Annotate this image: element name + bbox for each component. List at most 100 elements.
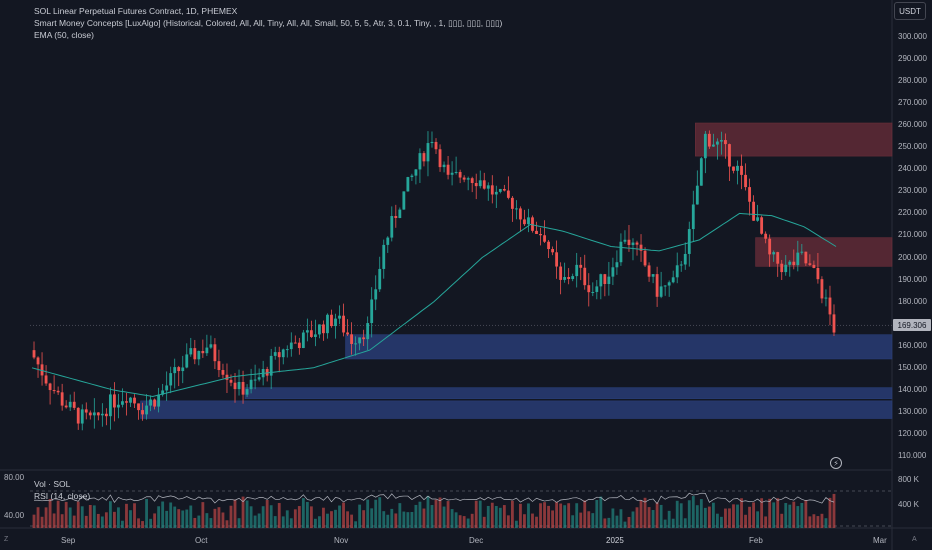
indicator-legend-rsi[interactable]: RSI (14, close) [34, 491, 91, 501]
volume-bar [137, 518, 140, 528]
candle-body [683, 253, 687, 265]
candle-body [269, 355, 273, 376]
volume-bar [430, 505, 434, 528]
candle-body [651, 274, 655, 277]
volume-axis-label: 400 K [898, 500, 919, 509]
volume-bar [390, 508, 394, 528]
timezone-corner-icon[interactable]: Z [4, 536, 9, 543]
candle-body [523, 219, 526, 225]
candle-body [48, 383, 52, 391]
volume-bar [679, 503, 683, 528]
symbol-legend[interactable]: SOL Linear Perpetual Futures Contract, 1… [34, 6, 238, 16]
indicator-legend-volume[interactable]: Vol · SOL [34, 479, 71, 489]
candle-body [639, 244, 643, 251]
volume-bar [611, 508, 615, 528]
volume-bar [269, 505, 273, 528]
volume-bar [113, 511, 116, 528]
volume-bar [233, 499, 237, 528]
candle-body [434, 141, 438, 150]
auto-scale-icon[interactable]: A [912, 536, 917, 543]
candle-body [607, 276, 611, 285]
volume-bar [752, 502, 755, 528]
volume-bar [631, 511, 635, 528]
volume-bar [551, 510, 554, 528]
candle-body [173, 367, 177, 374]
currency-button[interactable]: USDT [894, 2, 926, 20]
volume-bar [583, 500, 587, 528]
candle-body [285, 349, 289, 351]
volume-bar [201, 502, 205, 528]
candle-body [301, 332, 305, 349]
candle-body [137, 403, 140, 411]
candle-body [724, 140, 727, 145]
candle-body [482, 180, 486, 189]
candle-body [494, 191, 498, 195]
volume-bar [398, 503, 402, 528]
candle-body [675, 265, 679, 278]
volume-bar [494, 505, 498, 528]
volume-bar [627, 516, 631, 528]
candle-body [314, 334, 317, 337]
price-axis-label: 270.000 [898, 98, 927, 108]
volume-bar [506, 515, 510, 528]
candle-body [430, 141, 434, 144]
candle-body [744, 174, 747, 188]
candle-body [687, 229, 691, 254]
candle-body [390, 216, 394, 238]
volume-bar [671, 518, 675, 528]
volume-bar [764, 516, 768, 528]
candle-body [414, 169, 418, 176]
volume-bar [52, 513, 56, 528]
volume-bar [486, 505, 490, 528]
volume-bar [792, 501, 796, 528]
candle-body [133, 397, 136, 404]
volume-bar [76, 501, 80, 528]
candle-body [671, 277, 675, 283]
candle-body [96, 412, 100, 416]
candle-body [478, 180, 482, 187]
time-axis-label: Mar [873, 536, 887, 545]
indicator-legend-smc[interactable]: Smart Money Concepts [LuxAlgo] (Historic… [34, 18, 503, 28]
candle-body [752, 201, 755, 221]
volume-bar [748, 506, 751, 528]
volume-bar [587, 511, 591, 528]
volume-bar [563, 505, 567, 528]
candle-body [490, 185, 494, 195]
candle-body [466, 178, 470, 180]
candle-body [438, 149, 442, 168]
rsi-axis-label: 80.00 [4, 473, 25, 482]
candle-body [784, 264, 788, 273]
volume-bar [639, 500, 643, 528]
volume-bar [108, 501, 112, 528]
volume-bar [205, 513, 209, 528]
candle-body [157, 394, 161, 407]
volume-bar [784, 503, 788, 528]
volume-bar [125, 503, 128, 528]
candle-body [358, 337, 362, 344]
candle-body [76, 407, 80, 424]
volume-bar [169, 502, 173, 528]
time-axis-label: 2025 [606, 536, 624, 545]
candle-body [563, 277, 567, 280]
indicator-legend-ema[interactable]: EMA (50, close) [34, 30, 94, 40]
candle-body [535, 230, 538, 235]
candle-body [309, 330, 313, 337]
lightning-icon[interactable]: ⚡ [830, 457, 842, 469]
candle-body [386, 237, 390, 245]
volume-bar [720, 516, 723, 528]
volume-bar [72, 515, 76, 528]
volume-bar [96, 513, 100, 528]
volume-bar [478, 500, 482, 528]
volume-bar [756, 511, 760, 528]
volume-bar [462, 516, 466, 528]
volume-bar [547, 505, 550, 528]
volume-bar [378, 497, 382, 528]
volume-bar [808, 516, 812, 528]
volume-bar [543, 502, 546, 528]
volume-bar [394, 513, 398, 528]
candle-body [326, 314, 329, 334]
candle-body [104, 413, 108, 417]
volume-bar [832, 493, 836, 528]
